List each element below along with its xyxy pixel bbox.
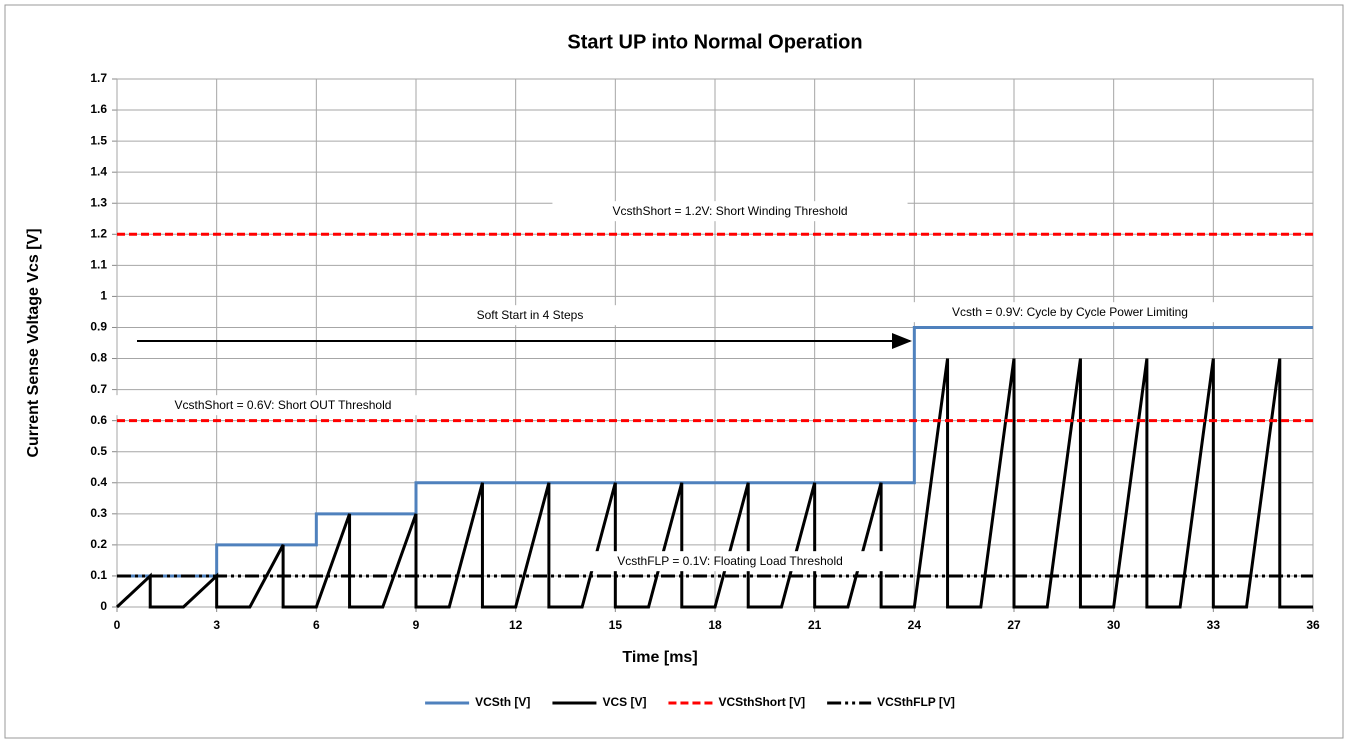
x-tick-label: 6 xyxy=(313,618,320,632)
y-tick-label: 1.5 xyxy=(90,133,107,147)
x-tick-label: 33 xyxy=(1207,618,1221,632)
legend-label: VCSth [V] xyxy=(475,695,530,709)
legend-item: VCS [V] xyxy=(552,695,646,709)
legend-item: VCSth [V] xyxy=(425,695,530,709)
annotations: VcsthShort = 1.2V: Short Winding Thresho… xyxy=(114,201,1248,572)
x-tick-label: 30 xyxy=(1107,618,1121,632)
annotation-bg xyxy=(552,201,908,222)
annotation-bg xyxy=(892,302,1248,323)
y-tick-label: 0.6 xyxy=(90,413,107,427)
x-tick-label: 15 xyxy=(609,618,623,632)
y-tick-label: 0.8 xyxy=(90,351,107,365)
annotation: VcsthShort = 0.6V: Short OUT Threshold xyxy=(175,398,392,412)
plot-lines xyxy=(115,232,1313,609)
y-tick-label: 0.7 xyxy=(90,382,107,396)
series-line xyxy=(117,325,1313,578)
x-tick-label: 0 xyxy=(114,618,121,632)
x-tick-label: 3 xyxy=(213,618,220,632)
annotation-bg xyxy=(557,551,903,572)
y-tick-label: 1.3 xyxy=(90,195,107,209)
x-tick-label: 12 xyxy=(509,618,523,632)
legend-item: VCSthShort [V] xyxy=(668,695,805,709)
y-axis-label: Current Sense Voltage Vcs [V] xyxy=(25,228,42,457)
y-tick-label: 0.5 xyxy=(90,444,107,458)
legend-label: VCSthShort [V] xyxy=(718,695,805,709)
y-tick-label: 0.9 xyxy=(90,320,107,334)
y-tick-label: 0.3 xyxy=(90,506,107,520)
y-tick-label: 0.4 xyxy=(90,475,107,489)
annotation-bg xyxy=(416,305,644,326)
annotation: VcsthShort = 1.2V: Short Winding Thresho… xyxy=(612,204,847,218)
x-tick-label: 36 xyxy=(1306,618,1320,632)
x-tick-label: 24 xyxy=(908,618,922,632)
grid: 0 0.1 0.2 0.3 0.4 0.5 0.6 0.7 0.8 0.9 1 1.1 1.2 1.3 1.… xyxy=(90,71,1320,632)
y-tick-label: 0.2 xyxy=(90,537,107,551)
x-axis-label: Time [ms] xyxy=(622,649,697,666)
y-tick-label: 0 xyxy=(100,599,107,613)
y-tick-label: 1.4 xyxy=(90,164,107,178)
y-tick-label: 1.7 xyxy=(90,71,107,85)
series-line xyxy=(115,358,1313,609)
y-tick-label: 1.2 xyxy=(90,226,107,240)
x-tick-label: 27 xyxy=(1007,618,1021,632)
annotation: Soft Start in 4 Steps xyxy=(477,308,584,322)
annotation: Vcsth = 0.9V: Cycle by Cycle Power Limit… xyxy=(952,305,1188,319)
annotation-bg xyxy=(114,395,452,416)
x-tick-label: 9 xyxy=(413,618,420,632)
legend-item: VCSthFLP [V] xyxy=(827,695,955,709)
legend-label: VCS [V] xyxy=(602,695,646,709)
y-tick-label: 0.1 xyxy=(90,568,107,582)
x-tick-label: 18 xyxy=(708,618,722,632)
x-tick-label: 21 xyxy=(808,618,822,632)
annotation: VcsthFLP = 0.1V: Floating Load Threshold xyxy=(617,554,843,568)
chart-title: Start UP into Normal Operation xyxy=(567,31,862,53)
legend-label: VCSthFLP [V] xyxy=(877,695,955,709)
y-tick-label: 1 xyxy=(100,289,107,303)
legend: VCSth [V] VCS [V] VCSthShort [V] VCSthFLP [… xyxy=(425,695,955,709)
y-tick-label: 1.1 xyxy=(90,258,107,272)
y-tick-label: 1.6 xyxy=(90,102,107,116)
